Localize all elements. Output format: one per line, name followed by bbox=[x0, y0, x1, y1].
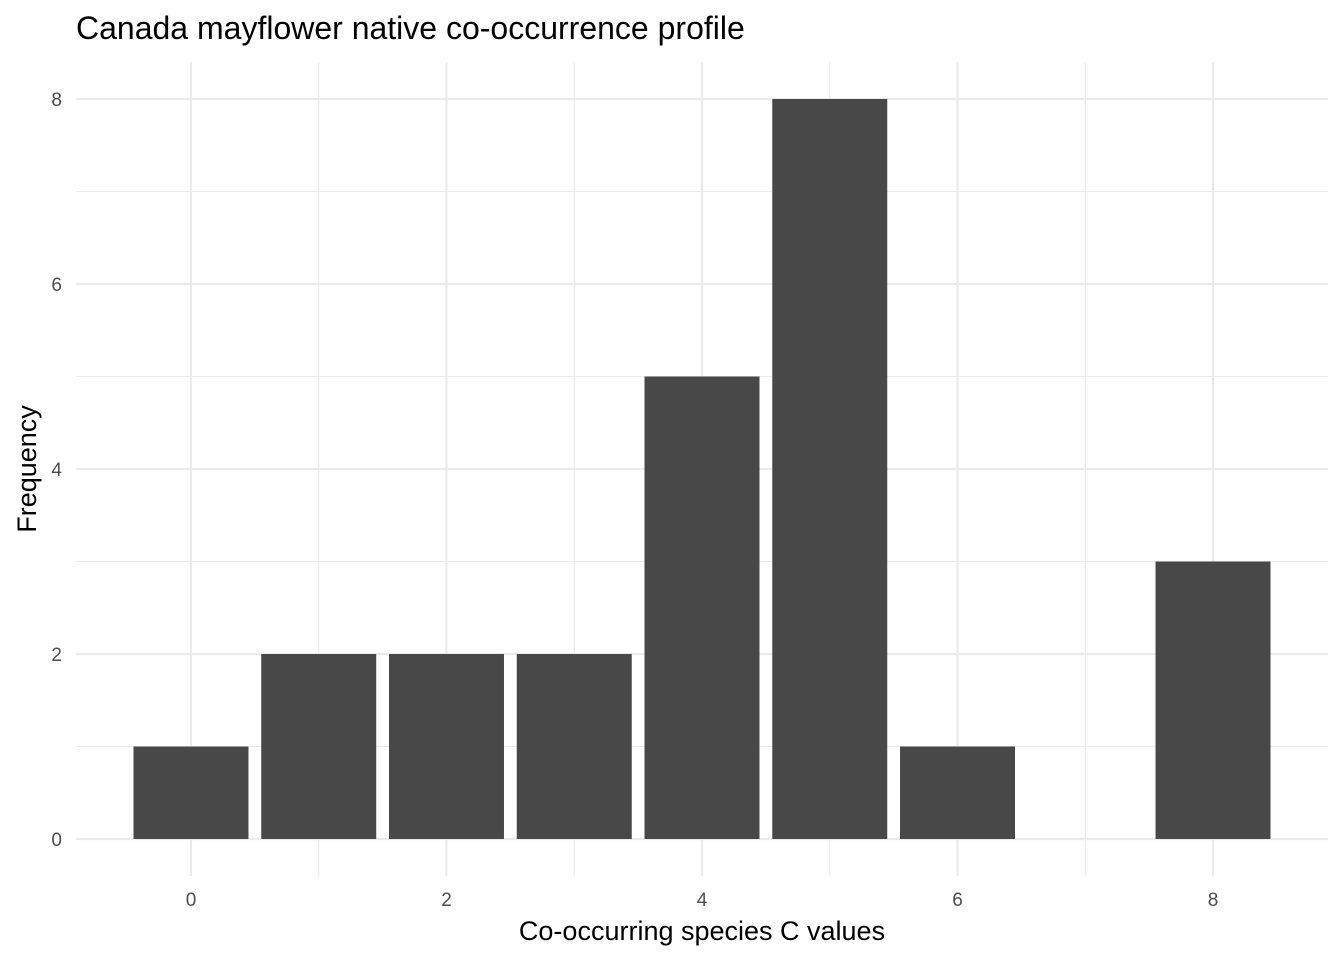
x-tick-label: 0 bbox=[186, 890, 197, 911]
x-tick-labels: 0 2 4 6 8 bbox=[186, 890, 1219, 911]
grid bbox=[76, 62, 1328, 876]
y-tick-label: 2 bbox=[51, 645, 62, 666]
x-tick-label: 6 bbox=[952, 890, 963, 911]
bar bbox=[516, 654, 632, 839]
y-tick-label: 4 bbox=[51, 460, 62, 481]
x-tick-label: 4 bbox=[697, 890, 708, 911]
bars bbox=[133, 99, 1271, 839]
y-tick-labels: 0 2 4 6 8 bbox=[51, 90, 62, 851]
y-tick-label: 0 bbox=[51, 830, 62, 851]
chart-title: Canada mayflower native co-occurrence pr… bbox=[76, 10, 745, 46]
bar bbox=[133, 746, 249, 839]
y-tick-label: 8 bbox=[51, 90, 62, 111]
bar bbox=[261, 654, 377, 839]
y-axis-title: Frequency bbox=[12, 405, 42, 533]
x-axis-title: Co-occurring species C values bbox=[519, 916, 885, 946]
bar bbox=[644, 376, 760, 839]
bar bbox=[772, 99, 888, 839]
y-tick-label: 6 bbox=[51, 275, 62, 296]
bar bbox=[389, 654, 504, 839]
x-tick-label: 8 bbox=[1208, 890, 1219, 911]
bar bbox=[1155, 561, 1271, 839]
bar bbox=[900, 746, 1015, 839]
x-tick-label: 2 bbox=[441, 890, 452, 911]
